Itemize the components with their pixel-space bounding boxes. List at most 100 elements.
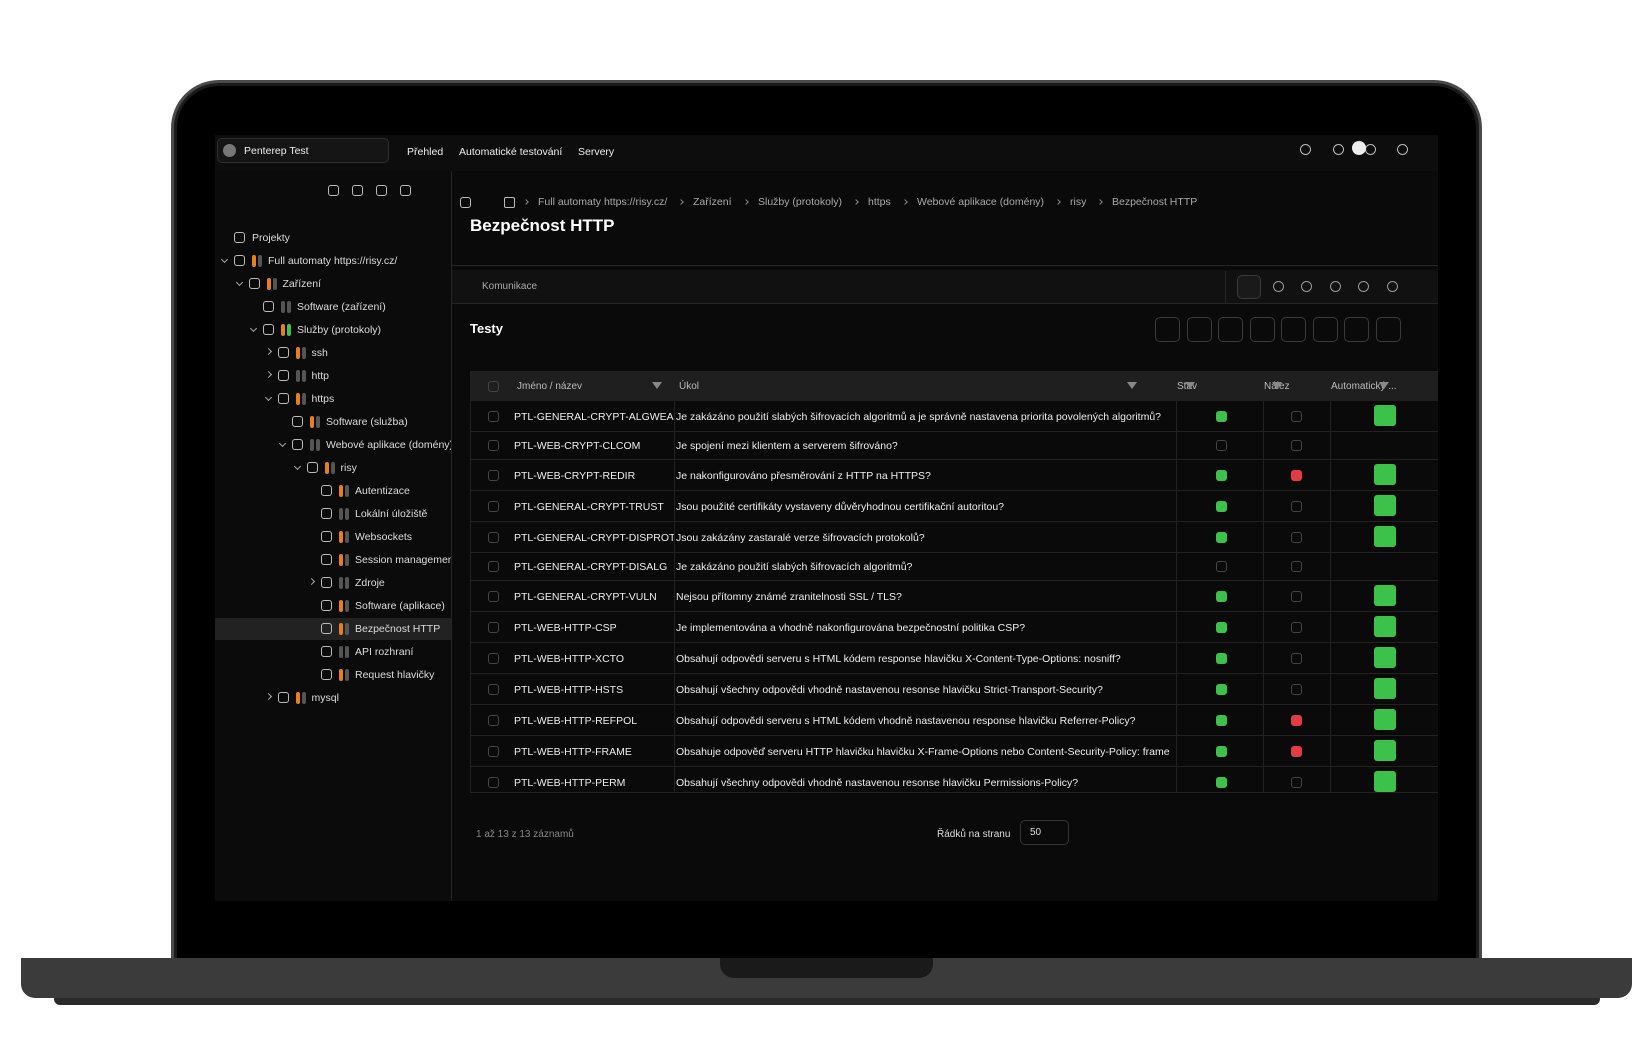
tree-label[interactable]: https xyxy=(311,393,335,405)
tree-label[interactable]: Request hlavičky xyxy=(355,669,435,681)
stav-checkbox[interactable] xyxy=(1216,410,1227,422)
tree-label[interactable]: http xyxy=(311,370,330,382)
tree-label[interactable]: Projekty xyxy=(252,232,290,244)
nalez-checkbox[interactable] xyxy=(1291,652,1302,664)
column-filter[interactable] xyxy=(1127,382,1137,389)
nalez-checkbox[interactable] xyxy=(1291,561,1302,572)
auto-button[interactable] xyxy=(1374,464,1396,485)
tree-label[interactable]: Websockets xyxy=(355,531,412,543)
tree-label[interactable]: Bezpečnost HTTP xyxy=(355,623,441,635)
tree-label[interactable]: Zařízení xyxy=(282,278,322,290)
tab-action[interactable] xyxy=(1330,281,1341,292)
row-checkbox[interactable] xyxy=(488,590,499,602)
auto-button[interactable] xyxy=(1374,495,1396,516)
nalez-checkbox[interactable] xyxy=(1291,410,1302,422)
row-name[interactable]: PTL-WEB-HTTP-FRAME xyxy=(514,745,632,758)
row-name[interactable]: PTL-GENERAL-CRYPT-TRUST xyxy=(514,500,664,513)
tree-caret[interactable] xyxy=(264,692,272,701)
column-filter[interactable] xyxy=(1185,382,1195,389)
tree-caret[interactable] xyxy=(264,393,272,402)
nalez-checkbox[interactable] xyxy=(1291,745,1302,757)
sidebar-tool[interactable] xyxy=(376,185,387,196)
per-page-select[interactable]: 50 xyxy=(1020,820,1069,845)
breadcrumb-item[interactable]: risy xyxy=(1070,196,1087,208)
table-tool[interactable] xyxy=(1249,317,1275,342)
row-checkbox[interactable] xyxy=(488,440,499,451)
breadcrumb-item[interactable]: Zařízení xyxy=(693,196,732,208)
tree-caret[interactable] xyxy=(220,255,229,264)
sidebar-tool[interactable] xyxy=(328,185,339,196)
stav-checkbox[interactable] xyxy=(1216,531,1227,543)
nalez-checkbox[interactable] xyxy=(1291,469,1302,481)
tab-action[interactable] xyxy=(1358,281,1369,292)
auto-button[interactable] xyxy=(1374,740,1396,761)
tab-action[interactable] xyxy=(1387,281,1398,292)
row-name[interactable]: PTL-WEB-HTTP-PERM xyxy=(514,776,626,789)
top-icon[interactable] xyxy=(1397,144,1408,155)
tree-label[interactable]: Webové aplikace (domény) xyxy=(326,439,452,451)
table-tool[interactable] xyxy=(1186,317,1212,342)
tree-caret[interactable] xyxy=(264,370,272,379)
row-name[interactable]: PTL-WEB-CRYPT-CLCOM xyxy=(514,440,641,452)
sidebar-tool[interactable] xyxy=(400,185,411,196)
auto-button[interactable] xyxy=(1374,526,1396,547)
breadcrumb-item[interactable]: Služby (protokoly) xyxy=(758,196,843,208)
sidebar-toggle[interactable] xyxy=(460,197,471,208)
auto-button[interactable] xyxy=(1374,647,1396,668)
breadcrumb-item[interactable]: Full automaty https://risy.cz/ xyxy=(538,196,668,208)
column-filter[interactable] xyxy=(652,382,662,389)
stav-checkbox[interactable] xyxy=(1216,683,1227,695)
breadcrumb-item[interactable]: Bezpečnost HTTP xyxy=(1112,196,1198,208)
project-select[interactable]: Penterep Test xyxy=(217,138,389,163)
tree-label[interactable]: risy xyxy=(340,462,357,474)
top-icon[interactable] xyxy=(1300,144,1311,155)
table-tool[interactable] xyxy=(1344,317,1369,342)
nalez-checkbox[interactable] xyxy=(1291,714,1302,726)
breadcrumb-item[interactable]: Webové aplikace (domény) xyxy=(917,196,1045,208)
home-icon[interactable] xyxy=(504,197,515,208)
row-checkbox[interactable] xyxy=(488,500,499,512)
tree-caret[interactable] xyxy=(264,347,272,356)
table-tool[interactable] xyxy=(1155,317,1180,342)
top-icon[interactable] xyxy=(1333,144,1344,155)
table-tool[interactable] xyxy=(1281,317,1306,342)
nalez-checkbox[interactable] xyxy=(1291,440,1302,451)
stav-checkbox[interactable] xyxy=(1216,469,1227,481)
row-checkbox[interactable] xyxy=(488,714,499,726)
column-filter[interactable] xyxy=(1272,382,1282,389)
table-tool[interactable] xyxy=(1218,317,1243,342)
auto-button[interactable] xyxy=(1374,585,1396,606)
nalez-checkbox[interactable] xyxy=(1291,590,1302,602)
column-header[interactable]: Jméno / název xyxy=(517,381,583,392)
tree-label[interactable]: Lokální úložiště xyxy=(355,508,428,520)
auto-button[interactable] xyxy=(1374,771,1396,792)
nalez-checkbox[interactable] xyxy=(1291,683,1302,695)
tree-label[interactable]: Full automaty https://risy.cz/ xyxy=(268,255,398,267)
row-checkbox[interactable] xyxy=(488,621,499,633)
tree-caret[interactable] xyxy=(235,278,243,287)
nalez-checkbox[interactable] xyxy=(1291,500,1302,512)
top-icon[interactable] xyxy=(1365,144,1376,155)
row-name[interactable]: PTL-GENERAL-CRYPT-DISPROT xyxy=(514,531,674,544)
stav-checkbox[interactable] xyxy=(1216,440,1227,451)
tree-label[interactable]: Session management xyxy=(355,554,452,566)
row-checkbox[interactable] xyxy=(488,776,499,788)
tree-label[interactable]: Služby (protokoly) xyxy=(297,324,382,336)
column-header[interactable]: Automatický ... xyxy=(1331,381,1397,392)
row-name[interactable]: PTL-WEB-HTTP-XCTO xyxy=(514,652,625,665)
user-avatar[interactable] xyxy=(1352,141,1366,155)
header-checkbox[interactable] xyxy=(488,381,499,392)
nav-link[interactable]: Automatické testování xyxy=(459,146,563,158)
stav-checkbox[interactable] xyxy=(1216,500,1227,512)
stav-checkbox[interactable] xyxy=(1216,561,1227,572)
row-checkbox[interactable] xyxy=(488,683,499,695)
stav-checkbox[interactable] xyxy=(1216,714,1227,726)
nav-link[interactable]: Přehled xyxy=(407,146,444,158)
row-checkbox[interactable] xyxy=(488,469,499,481)
row-name[interactable]: PTL-GENERAL-CRYPT-ALGWEAK xyxy=(514,410,674,423)
stav-checkbox[interactable] xyxy=(1216,590,1227,602)
tab[interactable]: Komunikace xyxy=(482,281,538,292)
sidebar-tool[interactable] xyxy=(352,185,363,196)
auto-button[interactable] xyxy=(1374,678,1396,699)
nav-link[interactable]: Servery xyxy=(578,146,615,158)
